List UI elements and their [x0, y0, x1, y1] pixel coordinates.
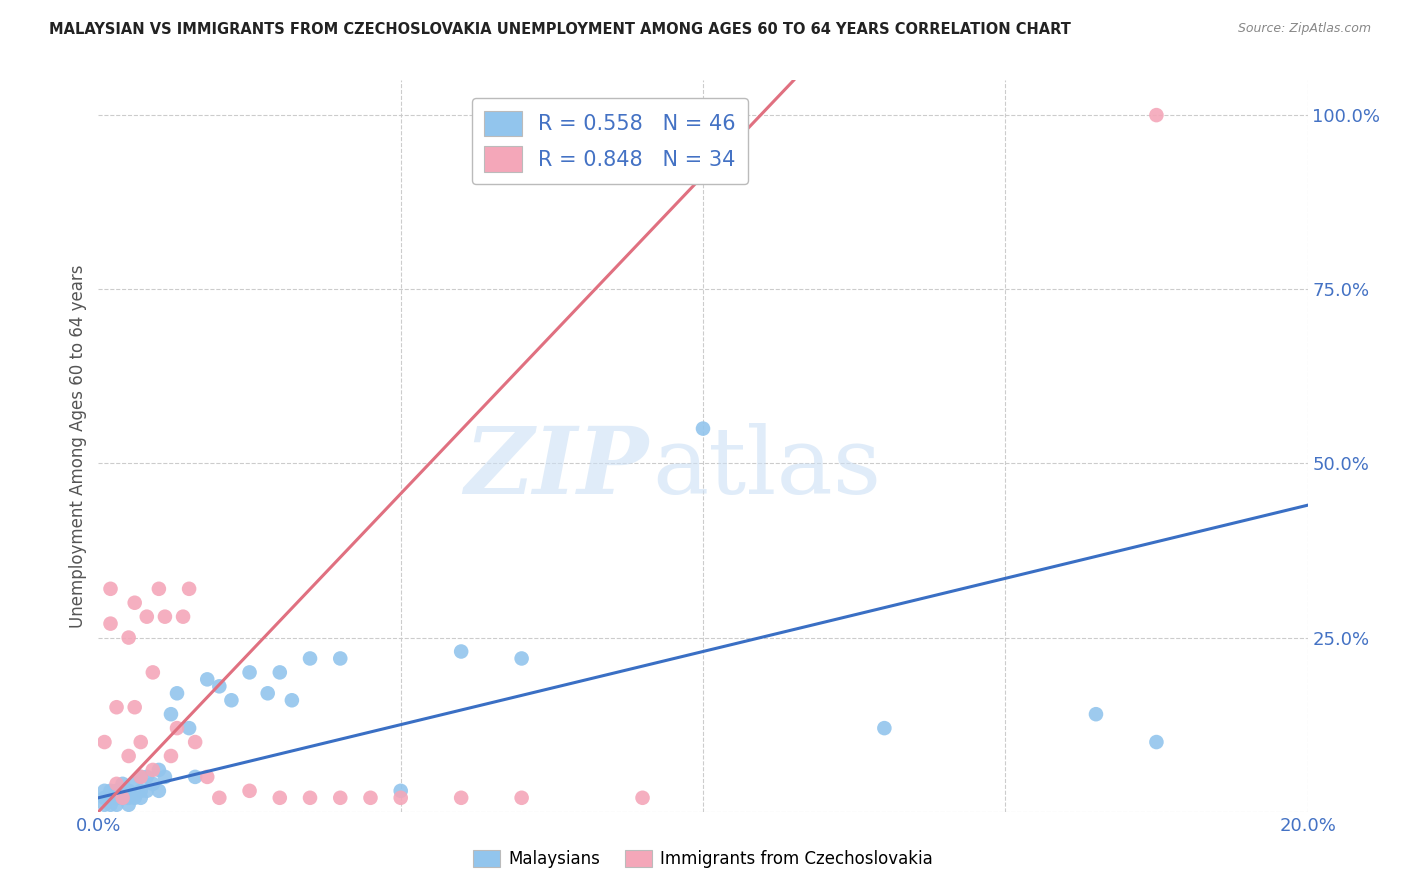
Point	[1144, 735, 1167, 749]
Point	[166, 686, 188, 700]
Point	[93, 735, 115, 749]
Point	[195, 770, 218, 784]
Point	[111, 790, 134, 805]
Point	[124, 777, 146, 791]
Point	[111, 790, 134, 805]
Point	[142, 777, 165, 791]
Point	[179, 721, 201, 735]
Point	[450, 644, 472, 658]
Point	[118, 631, 141, 645]
Point	[118, 784, 141, 798]
Point	[269, 790, 291, 805]
Point	[105, 790, 128, 805]
Y-axis label: Unemployment Among Ages 60 to 64 years: Unemployment Among Ages 60 to 64 years	[69, 264, 87, 628]
Point	[93, 790, 115, 805]
Point	[208, 790, 231, 805]
Point	[510, 651, 533, 665]
Point	[100, 797, 122, 812]
Point	[142, 763, 165, 777]
Point	[118, 790, 141, 805]
Point	[124, 790, 146, 805]
Point	[239, 784, 262, 798]
Point	[195, 673, 218, 687]
Point	[239, 665, 262, 680]
Point	[631, 790, 654, 805]
Point	[129, 770, 152, 784]
Point	[129, 784, 152, 798]
Point	[208, 679, 231, 693]
Point	[172, 609, 194, 624]
Point	[1085, 707, 1108, 722]
Point	[281, 693, 304, 707]
Point	[148, 784, 170, 798]
Point	[179, 582, 201, 596]
Point	[166, 721, 188, 735]
Point	[100, 616, 122, 631]
Point	[148, 582, 170, 596]
Text: Source: ZipAtlas.com: Source: ZipAtlas.com	[1237, 22, 1371, 36]
Point	[160, 749, 183, 764]
Point	[124, 596, 146, 610]
Point	[100, 582, 122, 596]
Point	[389, 784, 412, 798]
Point	[269, 665, 291, 680]
Point	[329, 651, 352, 665]
Point	[692, 421, 714, 435]
Point	[153, 770, 176, 784]
Point	[450, 790, 472, 805]
Point	[129, 790, 152, 805]
Point	[148, 763, 170, 777]
Point	[299, 651, 322, 665]
Text: atlas: atlas	[652, 423, 882, 513]
Point	[256, 686, 278, 700]
Point	[135, 784, 157, 798]
Point	[135, 770, 157, 784]
Point	[153, 609, 176, 624]
Point	[129, 735, 152, 749]
Point	[124, 700, 146, 714]
Point	[93, 797, 115, 812]
Point	[105, 784, 128, 798]
Point	[135, 609, 157, 624]
Point	[142, 665, 165, 680]
Point	[105, 777, 128, 791]
Point	[100, 784, 122, 798]
Point	[221, 693, 243, 707]
Text: MALAYSIAN VS IMMIGRANTS FROM CZECHOSLOVAKIA UNEMPLOYMENT AMONG AGES 60 TO 64 YEA: MALAYSIAN VS IMMIGRANTS FROM CZECHOSLOVA…	[49, 22, 1071, 37]
Point	[129, 770, 152, 784]
Point	[360, 790, 382, 805]
Point	[389, 790, 412, 805]
Point	[111, 784, 134, 798]
Legend: Malaysians, Immigrants from Czechoslovakia: Malaysians, Immigrants from Czechoslovak…	[467, 843, 939, 875]
Point	[118, 749, 141, 764]
Point	[118, 797, 141, 812]
Point	[184, 735, 207, 749]
Point	[510, 790, 533, 805]
Point	[105, 797, 128, 812]
Point	[111, 777, 134, 791]
Point	[105, 700, 128, 714]
Point	[184, 770, 207, 784]
Point	[329, 790, 352, 805]
Point	[93, 784, 115, 798]
Point	[160, 707, 183, 722]
Text: ZIP: ZIP	[464, 423, 648, 513]
Point	[1144, 108, 1167, 122]
Point	[873, 721, 896, 735]
Legend: R = 0.558   N = 46, R = 0.848   N = 34: R = 0.558 N = 46, R = 0.848 N = 34	[471, 98, 748, 185]
Point	[100, 790, 122, 805]
Point	[299, 790, 322, 805]
